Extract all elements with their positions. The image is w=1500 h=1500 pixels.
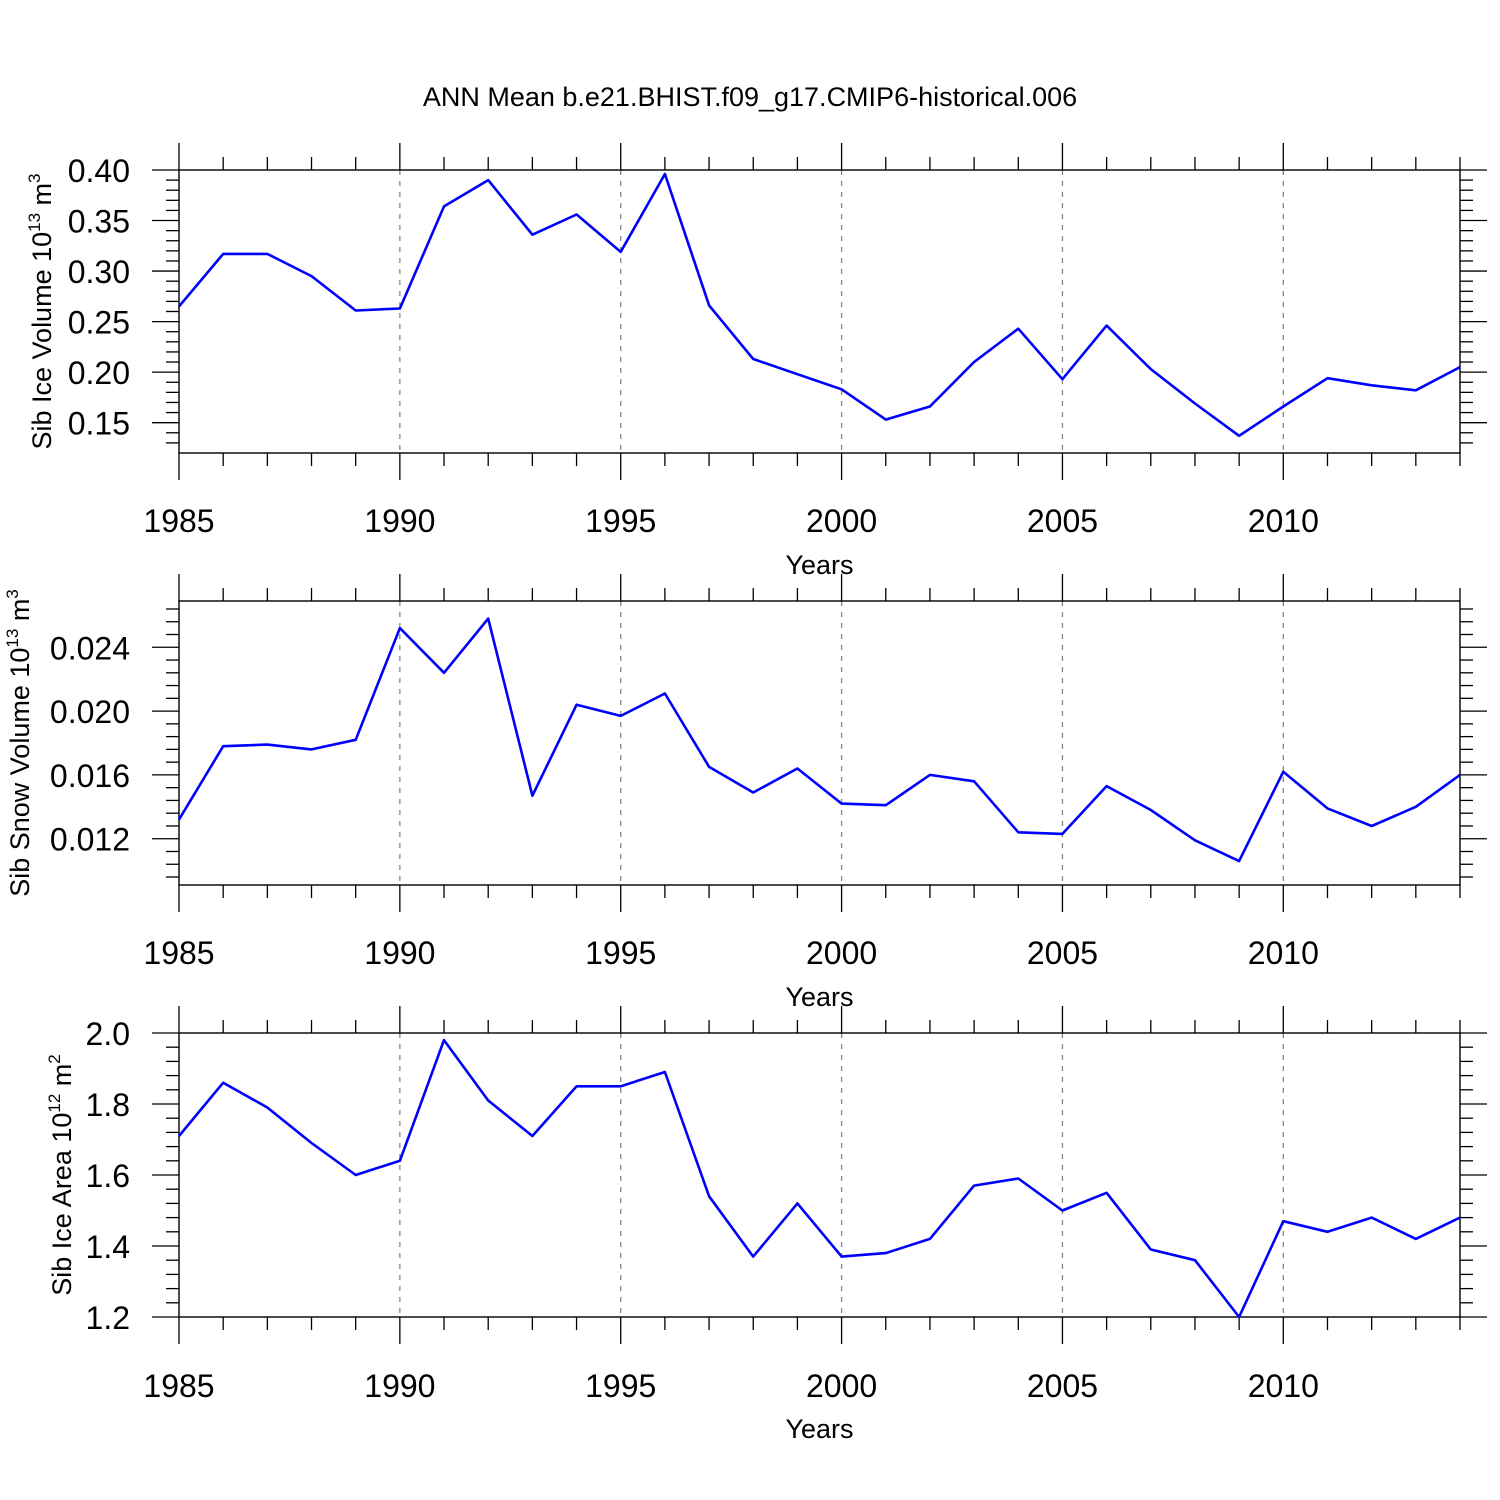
y-tick-label: 0.20: [68, 355, 130, 391]
x-tick-label: 2010: [1248, 935, 1319, 971]
y-axis-title-superscript: 12: [45, 1094, 64, 1113]
y-tick-label: 0.25: [68, 305, 130, 341]
y-axis-title-superscript: 13: [25, 213, 44, 232]
x-axis-title: Years: [785, 1414, 853, 1444]
y-tick-label: 0.012: [50, 822, 130, 858]
x-tick-label: 2010: [1248, 1368, 1319, 1404]
y-axis-title-superscript: 13: [3, 629, 22, 648]
x-tick-label: 1990: [364, 1368, 435, 1404]
series-line: [178, 172, 1461, 438]
y-axis-title-superscript: 3: [25, 173, 44, 182]
y-tick-label: 0.020: [50, 694, 130, 730]
y-tick-label: 0.15: [68, 406, 130, 442]
y-tick-label: 2.0: [86, 1016, 130, 1052]
x-tick-label: 1995: [585, 935, 656, 971]
y-tick-label: 0.024: [50, 630, 130, 666]
plot-frame: [178, 1032, 1461, 1318]
y-axis-title: Sib Snow Volume 1013 m3: [3, 589, 35, 897]
y-tick-label: 0.30: [68, 254, 130, 290]
x-axis-title: Years: [785, 982, 853, 1012]
figure-title: ANN Mean b.e21.BHIST.f09_g17.CMIP6-histo…: [423, 82, 1077, 112]
x-tick-label: 2005: [1027, 1368, 1098, 1404]
x-tick-label: 2005: [1027, 503, 1098, 539]
x-axis-title: Years: [785, 550, 853, 580]
x-tick-label: 1995: [585, 1368, 656, 1404]
x-tick-label: 2010: [1248, 503, 1319, 539]
x-tick-label: 2000: [806, 1368, 877, 1404]
y-tick-label: 0.40: [68, 153, 130, 189]
plot-frame: [178, 169, 1461, 454]
x-tick-label: 1985: [143, 503, 214, 539]
y-axis-title-part: m: [47, 1064, 77, 1094]
y-tick-label: 1.4: [86, 1229, 130, 1265]
y-axis-title: Sib Ice Volume 1013 m3: [25, 173, 57, 449]
y-tick-label: 0.016: [50, 758, 130, 794]
x-tick-label: 1990: [364, 935, 435, 971]
y-axis-title-part: Sib Ice Area 10: [47, 1113, 77, 1296]
y-tick-label: 1.8: [86, 1087, 130, 1123]
y-tick-label: 1.2: [86, 1300, 130, 1336]
panel-1: 1985 1990 1995 2000 2005 2010 0.15 0.20 0.25 0.30…: [25, 143, 1487, 580]
panel-3: 1985 1990 1995 2000 2005 2010 1.2 1.4 1.6 1.8 2.0 Y…: [45, 1006, 1487, 1444]
y-tick-label: 0.35: [68, 204, 130, 240]
y-axis-title: Sib Ice Area 1012 m2: [45, 1054, 77, 1296]
series-line: [177, 617, 1461, 863]
x-tick-label: 1990: [364, 503, 435, 539]
y-axis-title-part: Sib Ice Volume 10: [27, 232, 57, 450]
y-axis-title-part: m: [27, 183, 57, 213]
x-tick-label: 1985: [143, 1368, 214, 1404]
y-axis-title-part: Sib Snow Volume 10: [5, 648, 35, 897]
panel-2: 1985 1990 1995 2000 2005 2010 0.012 0.016 0.020 0…: [3, 574, 1487, 1012]
plot-frame: [178, 600, 1461, 886]
y-tick-label: 1.6: [86, 1158, 130, 1194]
y-axis-title-part: m: [5, 599, 35, 629]
y-axis-title-superscript: 2: [45, 1054, 64, 1063]
x-tick-label: 2000: [806, 503, 877, 539]
series-line: [177, 1038, 1461, 1319]
x-tick-label: 2000: [806, 935, 877, 971]
x-tick-label: 1995: [585, 503, 656, 539]
y-axis-title-superscript: 3: [3, 589, 22, 598]
x-tick-label: 1985: [143, 935, 214, 971]
x-tick-label: 2005: [1027, 935, 1098, 971]
